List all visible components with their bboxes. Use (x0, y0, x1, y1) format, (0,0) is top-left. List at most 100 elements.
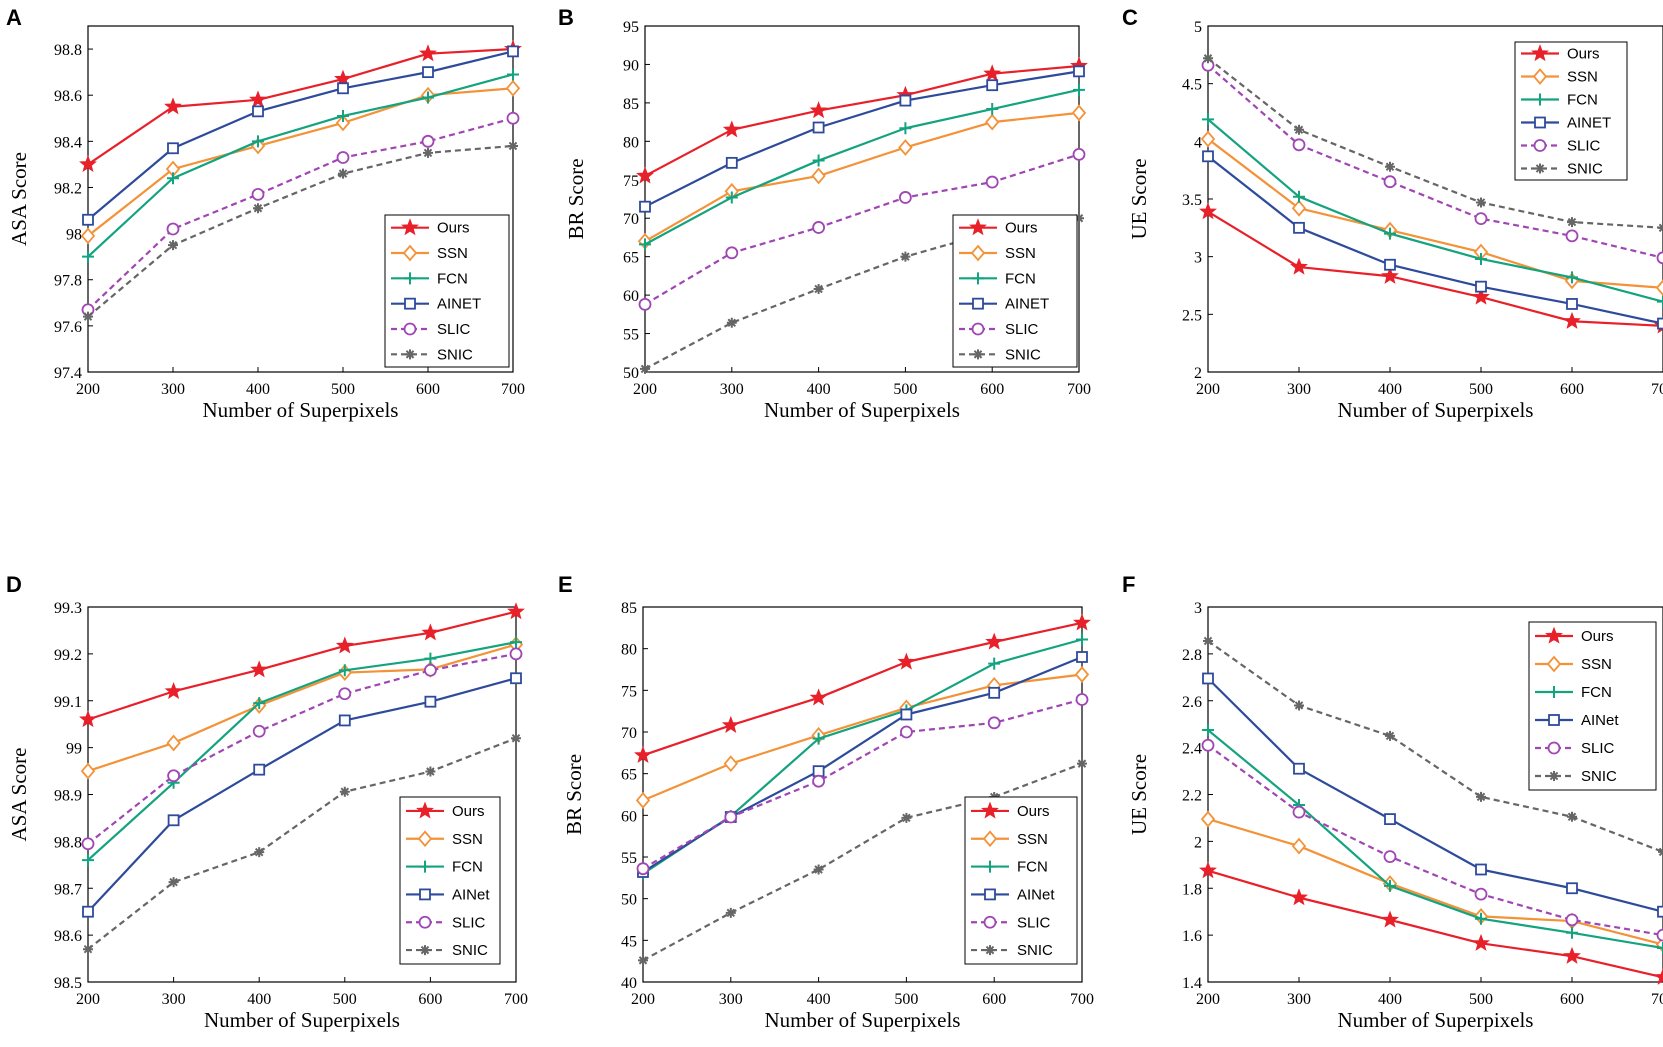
series-line (1207, 640, 1663, 853)
data-point (1384, 227, 1396, 240)
data-point (988, 686, 1001, 699)
y-tick-label: 5 (1194, 19, 1202, 36)
legend-marker (420, 945, 430, 956)
series-line (87, 87, 514, 237)
y-tick-label: 50 (621, 892, 637, 909)
data-point (638, 297, 652, 311)
series-line (1207, 118, 1663, 303)
data-point (252, 135, 264, 148)
series-line (1207, 677, 1663, 913)
panel-d: D 98.5 98.6 98.7 98.8 98.9 99 99.1 99.2 99.3 200 30… (6, 572, 528, 1032)
data-point (424, 652, 437, 665)
data-point (1566, 926, 1578, 939)
data-point (422, 66, 434, 79)
data-point (336, 151, 350, 164)
legend-label: AINET (1005, 296, 1049, 313)
x-axis-title: Number of Superpixels (203, 398, 399, 422)
y-tick-label: 1.4 (1182, 975, 1202, 992)
data-point (987, 716, 1001, 730)
data-point (1077, 758, 1087, 769)
legend-entry-ours: Ours (971, 801, 1050, 820)
x-tick-label: 400 (807, 381, 831, 398)
panel-b: B 50 55 60 65 70 75 80 85 90 95 200 300 400 500 600 700 N… (558, 5, 1091, 422)
x-tick-label: 400 (1378, 381, 1402, 398)
data-point (1657, 295, 1663, 308)
series-fcn (82, 68, 519, 263)
data-point (1658, 222, 1663, 233)
data-point (1076, 633, 1088, 646)
data-point (253, 203, 263, 214)
series-slic (1201, 738, 1663, 942)
series-line (644, 70, 1080, 208)
data-point (1071, 104, 1087, 122)
y-axis-title: BR Score (562, 754, 586, 835)
y-tick-label: 4.5 (1182, 77, 1202, 94)
x-tick-label: 400 (246, 381, 270, 398)
legend: Ours SSN FCN AINet SLIC SNIC (964, 796, 1078, 965)
legend-label: Ours (1567, 46, 1600, 63)
legend: Ours SSN FCN AINET SLIC SNIC (1514, 41, 1628, 181)
x-tick-label: 500 (1469, 991, 1493, 1008)
legend-label: SNIC (1567, 161, 1603, 178)
data-point (1475, 863, 1487, 876)
legend-label: SNIC (452, 942, 488, 959)
series-ours (636, 56, 1088, 184)
legend-entry-fcn: FCN (406, 859, 483, 876)
y-tick-label: 65 (621, 767, 637, 784)
legend-label: FCN (437, 270, 468, 287)
data-point (1383, 175, 1397, 189)
data-point (1567, 217, 1577, 228)
legend-entry-slic: SLIC (1521, 138, 1601, 155)
legend-label: FCN (1567, 92, 1598, 109)
y-tick-label: 3 (1194, 250, 1202, 267)
legend-marker (417, 830, 433, 848)
legend-entry-slic: SLIC (1535, 740, 1615, 757)
data-point (423, 147, 433, 158)
y-tick-label: 60 (621, 808, 637, 825)
legend-label: AINet (452, 886, 490, 903)
legend-label: SLIC (452, 914, 486, 931)
data-point (1073, 65, 1085, 78)
legend-marker (969, 218, 987, 236)
legend-entry-ours: Ours (959, 218, 1038, 237)
data-point (510, 672, 522, 685)
data-point (812, 732, 825, 745)
y-tick-label: 2 (1194, 834, 1202, 851)
series-line (644, 64, 1080, 177)
data-point (1200, 130, 1216, 148)
data-point (421, 134, 435, 148)
y-tick-label: 3 (1194, 600, 1202, 617)
data-point (1384, 879, 1396, 892)
legend-entry-fcn: FCN (1535, 684, 1612, 701)
data-point (80, 227, 96, 245)
data-point (509, 647, 523, 661)
data-point (812, 121, 825, 134)
data-point (254, 847, 265, 858)
data-point (901, 812, 912, 823)
legend-marker (405, 349, 415, 360)
legend-entry-snic: SNIC (959, 346, 1041, 363)
data-point (1563, 311, 1581, 329)
x-axis-title: Number of Superpixels (765, 1008, 961, 1032)
y-tick-label: 99 (66, 741, 82, 758)
data-point (635, 791, 651, 809)
series-line (1207, 210, 1663, 327)
data-point (1074, 666, 1090, 683)
data-point (164, 681, 183, 699)
legend-label: SSN (1017, 831, 1048, 848)
y-tick-label: 97.8 (54, 273, 82, 290)
data-point (1203, 53, 1213, 64)
data-point (253, 763, 266, 776)
data-point (639, 200, 651, 213)
y-tick-label: 55 (623, 327, 639, 344)
plot-frame (87, 25, 514, 373)
legend-box (964, 796, 1078, 965)
y-tick-label: 98 (66, 227, 82, 244)
series-line (87, 652, 517, 845)
legend: Ours SSN FCN AINet SLIC SNIC (399, 796, 501, 965)
panel-e: E 40 45 50 55 60 65 70 75 80 85 200 300 400 500 600 700 N… (558, 572, 1094, 1032)
y-tick-label: 2.8 (1182, 647, 1202, 664)
panel-letter: B (558, 5, 574, 30)
data-point (1292, 138, 1306, 152)
data-point (813, 283, 824, 294)
